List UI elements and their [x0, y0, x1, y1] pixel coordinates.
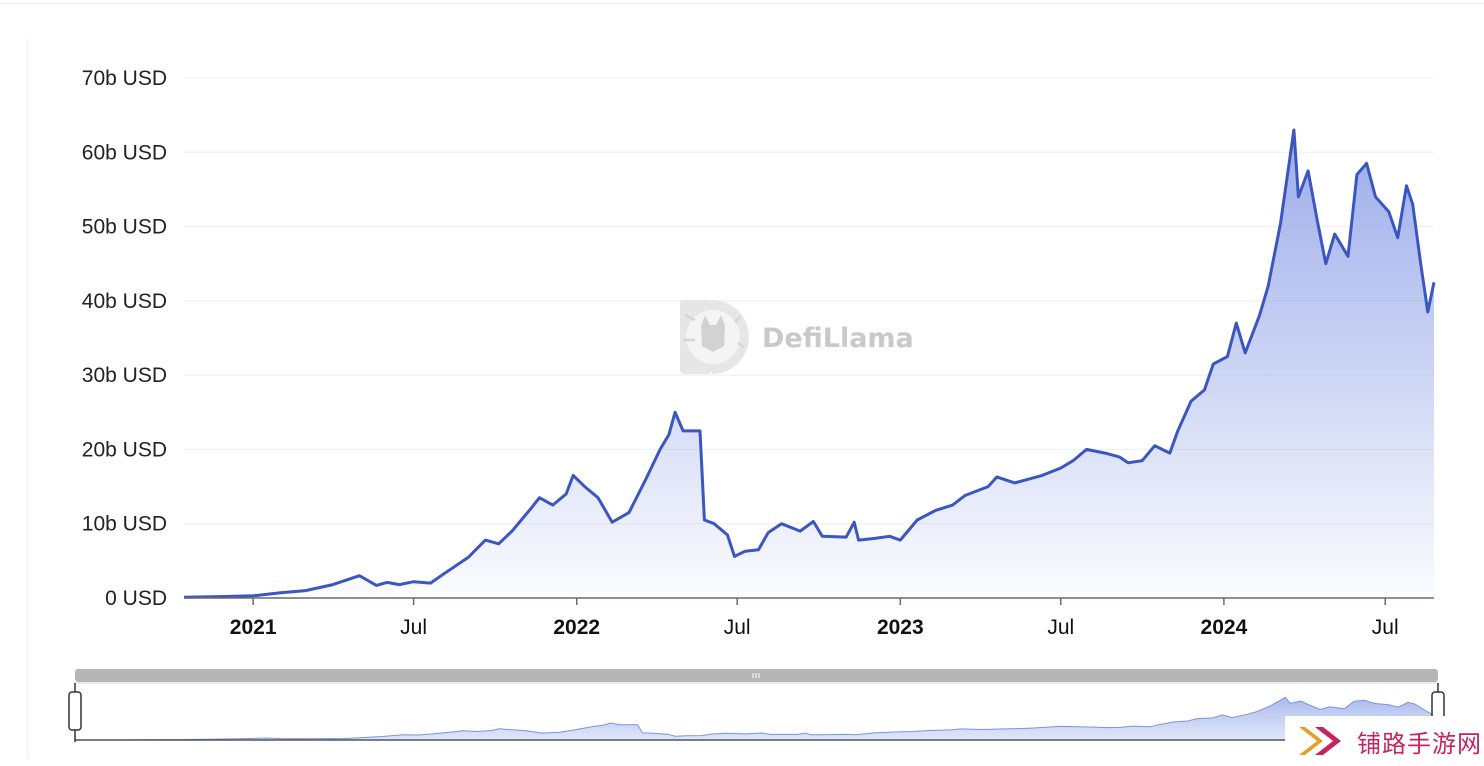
- x-tick-label: Jul: [724, 616, 751, 639]
- y-tick-label: 30b USD: [82, 364, 167, 387]
- watermark: DefiLlama: [680, 300, 914, 374]
- llama-logo-icon: [680, 300, 749, 374]
- overview-line: [75, 696, 1439, 741]
- y-axis: 0 USD 10b USD 20b USD 30b USD 40b USD 50b USD…: [82, 67, 167, 610]
- y-tick-label: 0 USD: [105, 587, 167, 610]
- overview-area: [75, 697, 1438, 740]
- x-tick-label: 2022: [553, 616, 600, 639]
- y-tick-label: 10b USD: [82, 513, 167, 536]
- x-tick-label: 2023: [877, 616, 924, 639]
- series-area: [184, 130, 1434, 598]
- y-tick-label: 60b USD: [82, 141, 167, 164]
- watermark-brand: DefiLlama: [762, 323, 914, 354]
- left-divider: [27, 38, 28, 758]
- slider-overview-area: [75, 696, 1439, 741]
- y-tick-label: 70b USD: [82, 67, 167, 90]
- plot-area: [183, 128, 1436, 599]
- slider-left-handle[interactable]: [68, 691, 82, 731]
- y-tick-label: 20b USD: [82, 438, 167, 461]
- top-divider: [0, 3, 1484, 4]
- x-tick-label: Jul: [1047, 616, 1074, 639]
- x-axis: 2021 Jul 2022 Jul 2023 Jul 2024 Jul: [230, 598, 1399, 639]
- x-tick-label: 2021: [230, 616, 277, 639]
- x-tick-label: Jul: [1372, 616, 1399, 639]
- site-badge-text: 铺路手游网: [1357, 729, 1482, 758]
- x-tick-label: 2024: [1201, 616, 1248, 639]
- y-tick-label: 40b USD: [82, 290, 167, 313]
- x-tick-label: Jul: [400, 616, 427, 639]
- y-tick-label: 50b USD: [82, 216, 167, 239]
- series-line: [183, 128, 1436, 599]
- slider-grip-icon: [752, 673, 760, 678]
- zoom-slider[interactable]: [68, 669, 1445, 742]
- site-badge: 铺路手游网: [1285, 716, 1484, 766]
- double-chevron-logo-icon: [1299, 727, 1341, 755]
